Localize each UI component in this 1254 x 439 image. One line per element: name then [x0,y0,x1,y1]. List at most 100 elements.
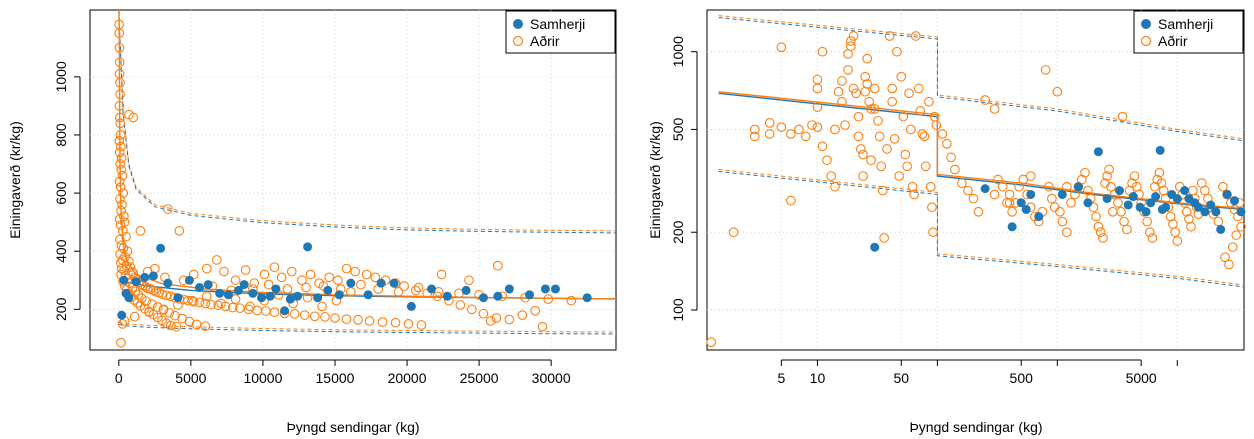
data-point-samherji [117,310,127,320]
data-point-adrir [211,255,222,265]
data-point-adrir [1170,227,1180,238]
data-point-samherji [1057,189,1067,199]
data-point-adrir [785,129,796,139]
data-point-adrir [213,300,224,311]
data-point-adrir [164,307,175,318]
data-point-samherji [239,280,249,290]
legend-box [1133,10,1244,54]
data-point-adrir [410,285,421,296]
x-tick-label: 10 [810,370,826,386]
data-point-adrir [1093,221,1104,232]
data-point-adrir [931,120,942,130]
data-point-adrir [812,102,823,112]
data-point-adrir [851,88,861,99]
data-point-adrir [874,131,885,142]
data-point-adrir [171,321,182,332]
y-tick-label: 800 [53,123,69,147]
data-point-adrir [1052,86,1063,97]
data-point-samherji [389,278,399,288]
data-point-samherji [363,290,373,300]
data-point-adrir [115,220,126,230]
data-point-adrir [1091,211,1101,222]
data-point-adrir [115,182,126,193]
data-point-samherji [1151,192,1161,202]
data-point-samherji [285,294,295,304]
right-panel: 5 10 50 500 5000 100 200 500 1000 Þyngd sending… [647,9,1246,435]
data-point-adrir [194,297,205,308]
data-point-adrir [837,96,847,107]
data-point-samherji [293,291,303,301]
data-point-samherji [442,291,452,301]
data-point-adrir [785,195,796,206]
data-point-adrir [1061,181,1072,192]
data-point-adrir [1156,178,1167,188]
data-point-samherji [203,280,213,290]
data-point-adrir [216,298,226,309]
data-point-adrir [118,188,128,198]
data-point-adrir [1144,227,1155,238]
data-point-adrir [989,104,1000,114]
data-point-adrir [299,310,310,320]
data-point-adrir [187,295,198,306]
data-point-samherji [493,291,503,301]
data-point-adrir [764,118,775,128]
prediction-interval [718,15,1245,288]
data-point-adrir [1025,171,1036,181]
data-point-samherji [248,288,258,298]
data-point-samherji [1230,196,1240,206]
legend-label-adrir: Aðrir [1158,33,1188,49]
data-point-adrir [1122,224,1132,235]
data-point-adrir [1224,259,1234,270]
y-tick-label: 400 [53,239,69,263]
data-point-adrir [200,298,211,309]
data-point-samherji [1093,147,1103,157]
data-point-adrir [989,189,1000,200]
data-point-adrir [188,296,199,307]
data-point-adrir [350,266,361,277]
data-point-adrir [353,314,363,325]
data-point-samherji [1141,207,1151,217]
data-point-adrir [1070,189,1080,200]
data-point-adrir [1113,197,1123,208]
grid-lines [707,10,1244,350]
interval-upper-line [118,11,617,234]
data-point-adrir [1236,221,1246,232]
data-point-samherji [215,288,225,298]
data-point-adrir [1044,181,1054,192]
data-point-adrir [492,260,503,271]
data-point-adrir [455,300,466,310]
data-point-adrir [706,337,717,348]
data-point-adrir [776,42,787,53]
data-point-samherji [1155,145,1165,155]
data-point-samherji [256,293,266,303]
data-point-adrir [846,36,856,46]
data-point-adrir [263,279,274,290]
x-axis-ticks: 0 5000 10000 15000 20000 25000 30000 [115,359,571,386]
y-axis-ticks: 100 200 500 1000 [670,36,698,322]
x-axis-label: Þyngd sendingar (kg) [286,419,419,435]
data-point-adrir [114,28,125,39]
data-point-adrir [114,42,125,53]
data-point-adrir [135,226,146,236]
data-point-adrir [1004,197,1015,208]
data-point-adrir [370,272,381,283]
data-point-adrir [356,279,366,290]
data-point-adrir [1014,181,1024,192]
data-point-adrir [917,129,928,139]
data-point-adrir [115,89,125,100]
data-point-adrir [794,124,804,135]
data-point-samherji [131,277,141,287]
data-point-adrir [812,83,823,94]
legend-marker-adrir [1140,35,1152,47]
data-point-adrir [1186,221,1196,232]
data-point-adrir [282,284,293,294]
data-point-adrir [330,313,340,323]
data-point-adrir [1147,233,1158,243]
data-point-adrir [1116,206,1126,217]
data-point-adrir [915,106,926,116]
data-point-adrir [846,41,856,52]
fit-lines [718,91,1245,211]
data-point-adrir [245,301,255,312]
data-point-adrir [1102,171,1112,181]
data-point-adrir [530,305,541,316]
